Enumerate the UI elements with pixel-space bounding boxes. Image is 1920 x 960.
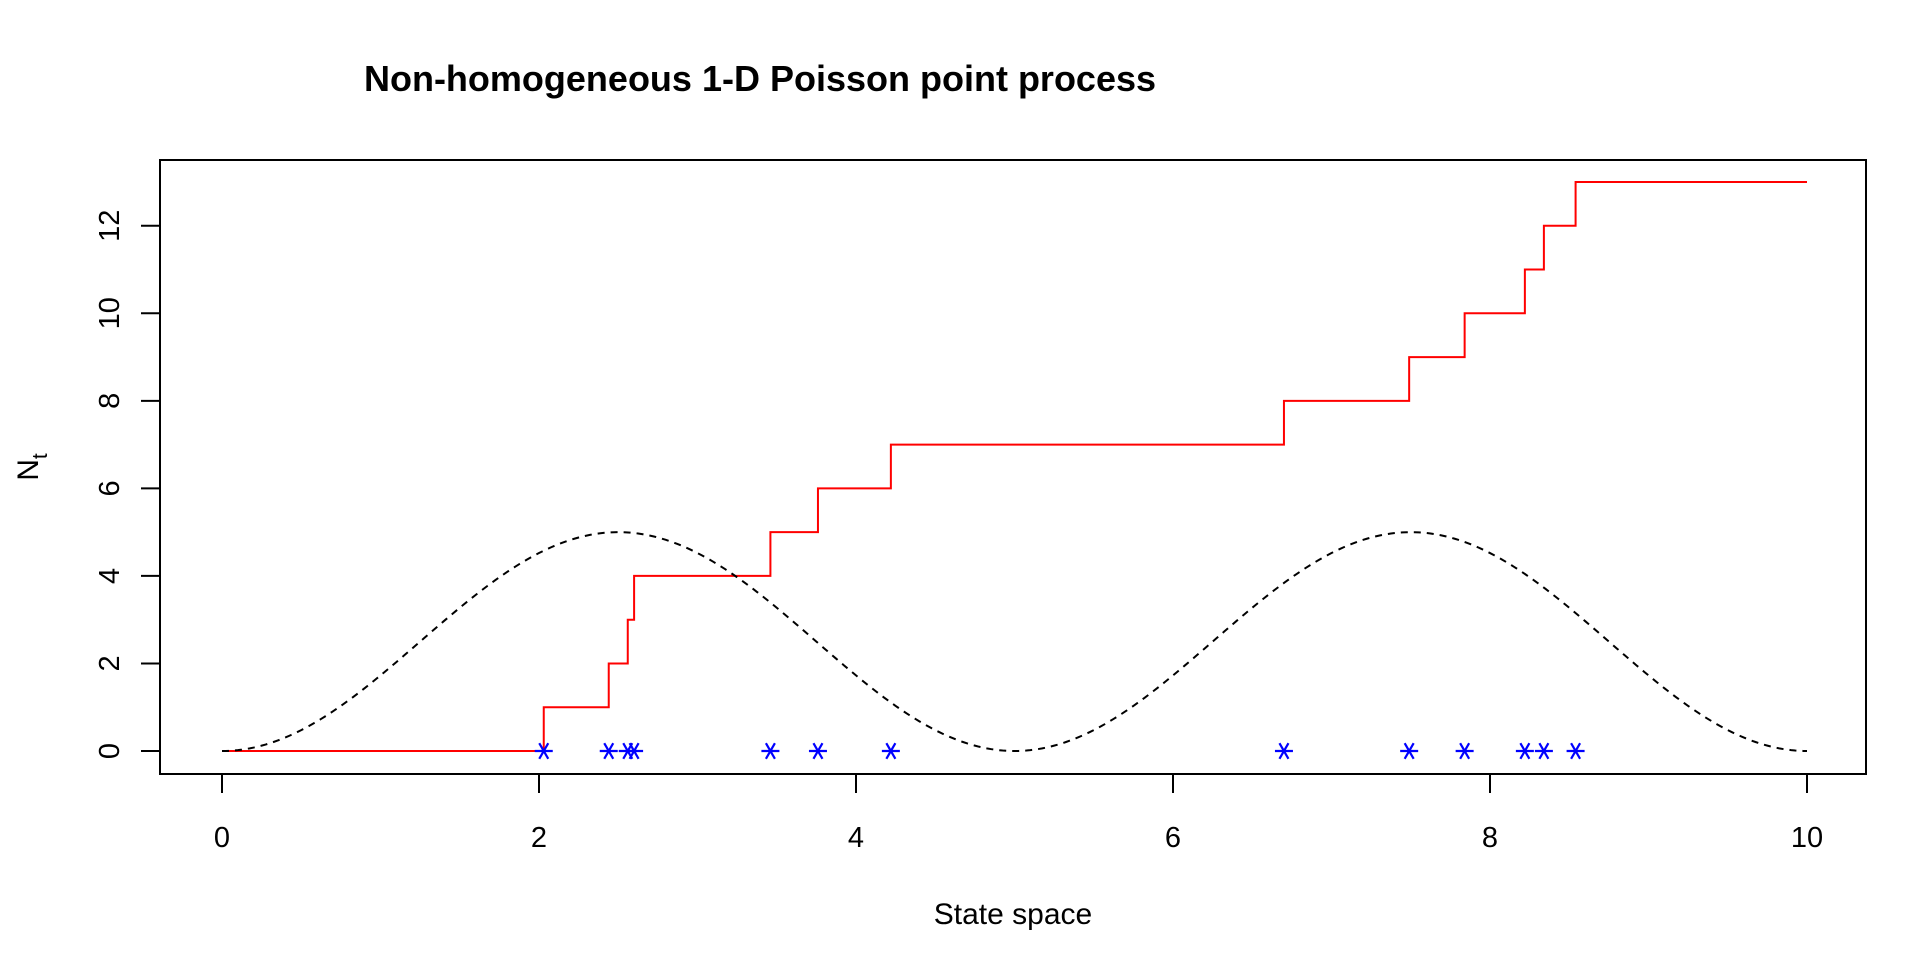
x-tick-label: 0 xyxy=(214,822,230,854)
x-tick-label: 2 xyxy=(531,822,547,854)
event-point xyxy=(761,742,780,760)
event-point xyxy=(808,742,827,760)
event-point xyxy=(534,742,553,760)
event-point xyxy=(1534,742,1553,760)
y-tick-label: 8 xyxy=(94,393,126,409)
intensity-curve xyxy=(221,531,1808,753)
event-point xyxy=(1515,742,1534,760)
event-point xyxy=(599,742,618,760)
counting-process-line xyxy=(222,181,1807,752)
event-point xyxy=(1274,742,1293,760)
x-tick-label: 10 xyxy=(1791,822,1823,854)
event-point xyxy=(1455,742,1474,760)
x-tick-label: 4 xyxy=(848,822,864,854)
y-axis: 0 2 4 6 8 10 12 xyxy=(94,210,161,759)
y-axis-label-main: N xyxy=(12,459,45,481)
y-tick-label: 6 xyxy=(94,480,126,496)
y-tick-label: 4 xyxy=(94,568,126,584)
chart-title: Non-homogeneous 1-D Poisson point proces… xyxy=(364,58,1156,99)
event-point xyxy=(1566,742,1585,760)
x-tick-label: 8 xyxy=(1482,822,1498,854)
y-axis-label: Nt xyxy=(12,453,52,481)
y-axis-label-sub: t xyxy=(29,453,52,459)
x-tick-label: 6 xyxy=(1165,822,1181,854)
x-axis-label: State space xyxy=(934,898,1092,931)
x-axis: 0 2 4 6 8 10 xyxy=(214,773,1823,854)
event-point xyxy=(625,742,644,760)
y-tick-label: 10 xyxy=(94,297,126,329)
plot-frame xyxy=(159,159,1867,775)
plot-area xyxy=(221,181,1808,760)
y-tick-label: 2 xyxy=(94,655,126,671)
event-point xyxy=(881,742,900,760)
event-point xyxy=(1400,742,1419,760)
y-tick-label: 0 xyxy=(94,743,126,759)
y-tick-label: 12 xyxy=(94,210,126,242)
